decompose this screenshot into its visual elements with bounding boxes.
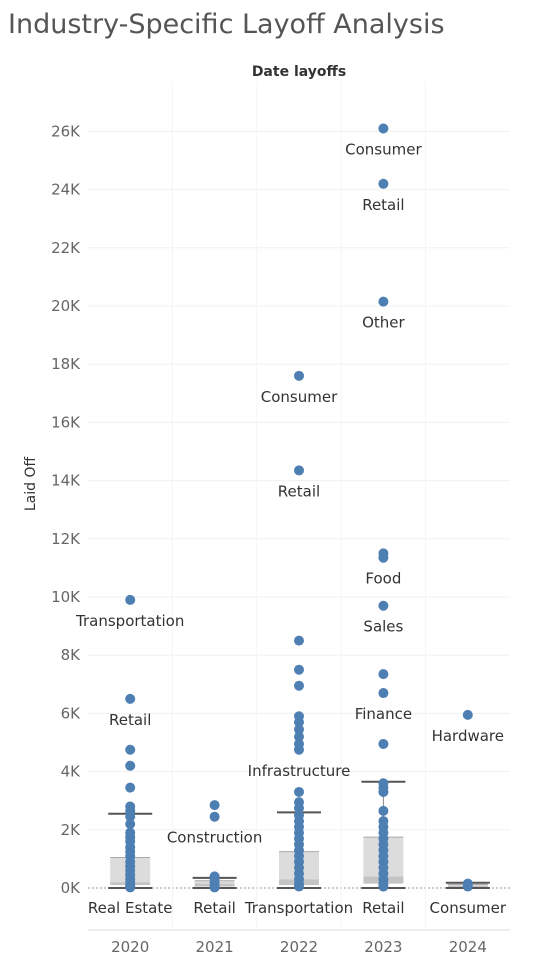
annotation-label: Consumer bbox=[345, 140, 422, 158]
point-2020 bbox=[125, 744, 136, 755]
point-2023 bbox=[378, 669, 389, 680]
point-2023 bbox=[378, 600, 389, 611]
annotation-label: Other bbox=[362, 314, 405, 332]
data-points bbox=[125, 123, 473, 893]
point-2022 bbox=[294, 664, 304, 675]
point-2022 bbox=[294, 465, 304, 476]
y-tick-label: 4K bbox=[61, 763, 82, 781]
annotation-label: Real Estate bbox=[88, 899, 173, 917]
annotation-label: Transportation bbox=[244, 899, 353, 917]
y-tick-label: 6K bbox=[61, 704, 82, 722]
y-axis: 0K 2K 4K 6K 8K 10K 12K 14K 16K 18K 20K 22K 24K 26K bbox=[51, 122, 81, 897]
point-2021 bbox=[209, 811, 220, 822]
x-tick-label: 2023 bbox=[364, 938, 402, 956]
point-2021 bbox=[209, 882, 220, 893]
chart-subtitle: Date layoffs bbox=[252, 64, 346, 80]
point-2020 bbox=[125, 693, 136, 704]
x-tick-label: 2021 bbox=[196, 938, 234, 956]
annotation-label: Construction bbox=[167, 829, 263, 847]
annotation-label: Sales bbox=[363, 618, 403, 636]
annotation-label: Infrastructure bbox=[248, 762, 351, 780]
annotation-label: Food bbox=[365, 570, 401, 588]
annotation-label: Hardware bbox=[432, 727, 504, 745]
point-2022 bbox=[294, 717, 304, 728]
chart-title: Industry-Specific Layoff Analysis bbox=[8, 9, 445, 40]
point-2020 bbox=[125, 818, 136, 829]
point-2022 bbox=[294, 635, 304, 646]
y-axis-label: Laid Off bbox=[23, 457, 39, 512]
point-2022 bbox=[294, 744, 304, 755]
y-tick-label: 16K bbox=[51, 413, 81, 431]
point-2022 bbox=[294, 802, 304, 813]
annotation-label: Consumer bbox=[430, 899, 507, 917]
y-tick-label: 12K bbox=[51, 530, 81, 548]
point-2022 bbox=[294, 680, 304, 691]
point-2023 bbox=[378, 296, 389, 307]
y-tick-label: 14K bbox=[51, 472, 81, 490]
point-2023 bbox=[378, 738, 389, 749]
grid-lines bbox=[88, 82, 510, 930]
point-2023 bbox=[378, 178, 389, 189]
point-2022 bbox=[294, 370, 304, 381]
point-2024 bbox=[462, 709, 473, 720]
annotation-label: Retail bbox=[362, 899, 404, 917]
y-tick-label: 26K bbox=[51, 122, 81, 140]
annotation-label: Transportation bbox=[75, 612, 184, 630]
point-2020 bbox=[125, 811, 136, 822]
annotations: Transportation Retail Real Estate Construct… bbox=[75, 140, 507, 917]
x-tick-label: 2020 bbox=[111, 938, 149, 956]
x-tick-label: 2024 bbox=[449, 938, 487, 956]
y-tick-label: 22K bbox=[51, 239, 81, 257]
point-2023 bbox=[378, 123, 389, 134]
annotation-label: Finance bbox=[355, 705, 412, 723]
annotation-label: Retail bbox=[362, 196, 404, 214]
point-2023 bbox=[378, 552, 389, 563]
y-tick-label: 20K bbox=[51, 297, 81, 315]
annotation-label: Retail bbox=[193, 899, 235, 917]
point-2023 bbox=[378, 881, 389, 892]
point-2023 bbox=[378, 786, 389, 797]
annotation-label: Retail bbox=[109, 711, 151, 729]
point-2020 bbox=[125, 594, 136, 605]
x-tick-label: 2022 bbox=[280, 938, 318, 956]
point-2021 bbox=[209, 800, 220, 811]
point-2022 bbox=[294, 724, 304, 735]
point-2024 bbox=[462, 881, 473, 892]
y-tick-label: 0K bbox=[61, 879, 82, 897]
y-tick-label: 8K bbox=[61, 646, 82, 664]
point-2022 bbox=[294, 731, 304, 742]
y-tick-label: 10K bbox=[51, 588, 81, 606]
point-2022 bbox=[294, 786, 304, 797]
point-2020 bbox=[125, 782, 136, 793]
y-tick-label: 18K bbox=[51, 355, 81, 373]
point-2022 bbox=[294, 881, 304, 892]
point-2023 bbox=[378, 805, 389, 816]
y-tick-label: 2K bbox=[61, 821, 82, 839]
point-2023 bbox=[378, 688, 389, 699]
point-2020 bbox=[125, 760, 136, 771]
annotation-label: Retail bbox=[278, 482, 320, 500]
x-axis: 2020 2021 2022 2023 2024 bbox=[88, 929, 510, 956]
point-2020 bbox=[125, 882, 136, 893]
annotation-label: Consumer bbox=[261, 388, 338, 406]
y-tick-label: 24K bbox=[51, 181, 81, 199]
